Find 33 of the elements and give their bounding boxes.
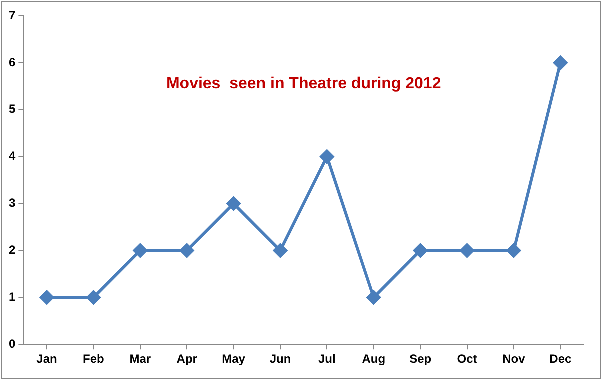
point (226, 196, 241, 211)
x-tick-label: May (222, 352, 246, 366)
y-tick-label: 7 (8, 8, 16, 22)
point (506, 244, 521, 258)
x-tick-label: Jan (36, 352, 58, 366)
point (366, 290, 381, 305)
y-tick-label: 1 (8, 290, 16, 304)
x-tick-label: Jul (318, 352, 336, 366)
x-tick-label: Mar (130, 352, 152, 366)
point (273, 244, 288, 258)
x-tick-label: Aug (362, 352, 386, 366)
y-tick-label: 0 (8, 336, 16, 351)
y-tick-label: 2 (8, 243, 16, 258)
point (554, 56, 568, 70)
x-tick-label: Sep (410, 352, 432, 366)
point (460, 244, 474, 258)
point (414, 244, 428, 258)
y-tick-label: 6 (8, 55, 16, 70)
x-tick-label: Dec (550, 352, 572, 366)
x-tick-label: Feb (83, 352, 104, 366)
x-tick-label: Nov (502, 352, 526, 366)
x-tick-label: Jun (270, 352, 292, 366)
text: Movies seen in Theatre during 2012 (166, 75, 442, 92)
x-tick-label: Apr (176, 352, 198, 366)
y-tick-label: 3 (8, 196, 16, 210)
x-tick-label: Oct (457, 352, 478, 366)
y-tick-label: 5 (8, 102, 16, 116)
point (86, 290, 101, 305)
point (133, 244, 148, 258)
point (320, 150, 334, 164)
y-tick-label: 4 (8, 149, 16, 164)
point (40, 290, 54, 305)
point (180, 244, 194, 258)
